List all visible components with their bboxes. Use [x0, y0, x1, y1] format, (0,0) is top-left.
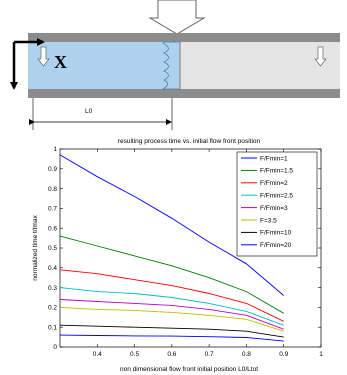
legend-label: F/Fmin=1: [260, 155, 288, 162]
y-tick-label: 0.7: [48, 206, 57, 213]
x-tick-label: 1: [319, 351, 323, 358]
x-tick-label: 0.6: [167, 351, 176, 358]
series-line-4: [59, 287, 284, 326]
y-axis-label: normalized time t/tmax: [32, 215, 39, 281]
legend-label: F=3.5: [260, 217, 277, 224]
vent-arrow-right: [314, 46, 327, 67]
legend-label: F/Fmin=2: [260, 180, 288, 187]
y-tick-label: 0.3: [48, 285, 57, 292]
legend-label: F/Fmin=2.5: [260, 193, 293, 200]
series-line-6: [59, 306, 284, 332]
chart: resulting process time vs. initial flow …: [32, 138, 323, 373]
y-tick-label: 0: [53, 344, 57, 351]
legend-label: F/Fmin=10: [260, 230, 292, 237]
x-tick-label: 0.4: [93, 351, 102, 358]
legend-label: F/Fmin=20: [260, 242, 292, 249]
x-tick-label: 0.9: [279, 351, 288, 358]
chart-title: resulting process time vs. initial flow …: [118, 138, 261, 145]
x-axis-symbol: X: [54, 52, 67, 72]
legend-box: [236, 151, 318, 257]
bottom-plate: [28, 89, 340, 98]
legend: F/Fmin=1 F/Fmin=1.5 F/Fmin=2 F/Fmin=2.5 F/Fm…: [236, 151, 318, 257]
mold-schematic: X L0: [10, 0, 340, 130]
y-tick-label: 0.2: [48, 305, 57, 312]
filled-region: [28, 42, 180, 89]
y-tick-label: 1: [53, 146, 57, 153]
x-tick-label: 0.8: [242, 351, 251, 358]
l0-label: L0: [85, 108, 93, 115]
series-line-1: [59, 154, 284, 296]
y-tick-label: 0.4: [48, 265, 57, 272]
series-line-3: [59, 269, 284, 322]
vent-arrow-left: [37, 46, 50, 67]
x-tick-label: 0.7: [205, 351, 214, 358]
flow-front: [161, 41, 181, 90]
y-tick-label: 0.8: [48, 186, 57, 193]
legend-label: F/Fmin=3: [260, 205, 288, 212]
pressure-arrow: [148, 0, 206, 35]
y-tick-label: 0.1: [48, 324, 57, 331]
series-line-5: [59, 299, 284, 330]
x-axis: 0.4 0.5 0.6 0.7 0.8 0.9 1: [93, 149, 323, 358]
x-axis-label: non dimensional flow front initial posit…: [120, 366, 258, 373]
x-tick-label: 0.5: [130, 351, 139, 358]
series-line-7: [59, 324, 284, 338]
series-lines: [59, 154, 284, 342]
y-tick-label: 0.9: [48, 166, 57, 173]
top-plate: [28, 33, 340, 42]
y-tick-label: 0.5: [48, 245, 57, 252]
series-line-8: [59, 334, 284, 342]
unfilled-region: [180, 42, 340, 89]
series-line-2: [59, 235, 284, 314]
y-tick-label: 0.6: [48, 225, 57, 232]
legend-label: F/Fmin=1.5: [260, 168, 293, 175]
y-axis: 0 0.1 0.2 0.3 0.4 0.5 0.6 0.7 0.8 0.9 1: [48, 146, 321, 351]
